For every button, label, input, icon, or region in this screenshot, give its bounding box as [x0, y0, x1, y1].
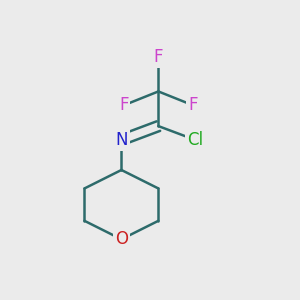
Text: F: F [119, 96, 128, 114]
Text: N: N [115, 131, 128, 149]
Text: F: F [154, 48, 163, 66]
Text: F: F [188, 96, 198, 114]
Text: Cl: Cl [187, 131, 203, 149]
Text: O: O [115, 230, 128, 248]
